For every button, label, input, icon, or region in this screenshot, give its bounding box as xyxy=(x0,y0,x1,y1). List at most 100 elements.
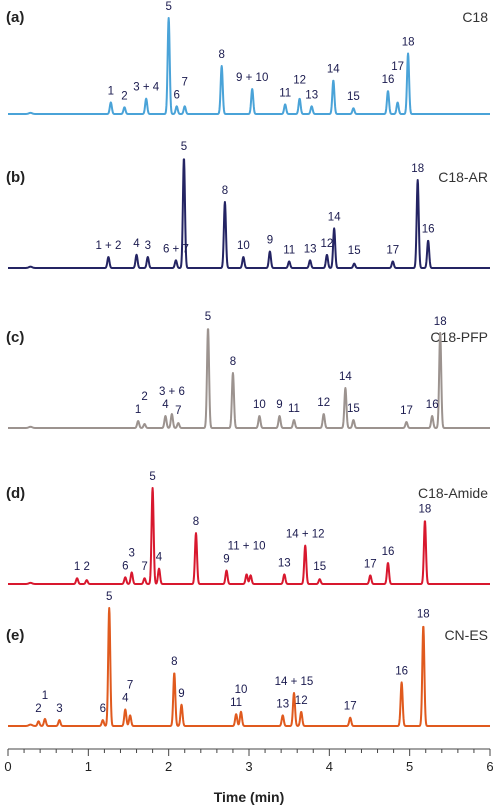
peak-label: 9 xyxy=(276,399,282,411)
peak-label: 3 + 4 xyxy=(133,82,160,94)
peak-label: 1 xyxy=(42,690,48,702)
peak-label: 5 xyxy=(149,471,155,483)
peak-label: 4 xyxy=(122,693,129,705)
peak-label: 10 xyxy=(237,240,250,252)
peak-label: 9 xyxy=(178,688,184,700)
peak-label: 15 xyxy=(313,561,326,573)
peak-label: 6 + 7 xyxy=(163,243,189,255)
peak-label: 17 xyxy=(364,558,377,570)
peak-label: 11 xyxy=(279,87,291,99)
x-axis: 0 1 2 3 4 5 6 Time (min) xyxy=(4,748,494,805)
x-tick-label: 4 xyxy=(326,759,333,774)
peak-label: 5 xyxy=(205,311,211,323)
peak-label: 7 xyxy=(141,561,147,573)
peak-label: 12 xyxy=(293,74,306,86)
panel-column-name: CN-ES xyxy=(444,627,488,643)
peak-label: 18 xyxy=(411,163,424,175)
peak-label: 15 xyxy=(348,245,361,257)
peak-label: 16 xyxy=(382,74,395,86)
peak-label: 13 xyxy=(278,557,291,569)
peak-label: 17 xyxy=(391,61,404,73)
peak-label: 14 + 12 xyxy=(286,529,325,541)
peak-label: 16 xyxy=(422,224,435,236)
peak-label: 8 xyxy=(230,356,236,368)
peak-label: 3 xyxy=(145,240,151,252)
x-tick-label: 1 xyxy=(85,759,92,774)
peak-label: 5 xyxy=(181,141,187,153)
panel-3: (d) C18-Amide 1 2 637 5 4 8 911 + 10 13 14 + 12 15 1… xyxy=(6,471,491,585)
peak-label: 2 xyxy=(83,561,89,573)
peak-label: 15 xyxy=(347,403,360,415)
peak-label: 11 xyxy=(283,244,295,256)
peak-label: 4 xyxy=(162,399,169,411)
peak-label: 8 xyxy=(222,185,228,197)
peak-label: 17 xyxy=(400,405,413,417)
peak-label: 11 xyxy=(230,697,242,709)
peak-label: 2 xyxy=(121,90,127,102)
panel-letter: (d) xyxy=(6,485,25,502)
x-tick-label: 5 xyxy=(406,759,413,774)
peak-label: 6 xyxy=(100,703,106,715)
peak-label: 13 xyxy=(305,89,318,101)
chromatogram-trace xyxy=(7,17,491,115)
peak-label: 8 xyxy=(218,49,224,61)
peak-label: 7 xyxy=(175,405,181,417)
x-tick-label: 2 xyxy=(165,759,172,774)
peak-label: 10 xyxy=(235,684,248,696)
peak-label: 5 xyxy=(106,591,112,603)
peak-label: 13 xyxy=(304,243,317,255)
x-ticks: 0 1 2 3 4 5 6 xyxy=(4,749,494,774)
peak-label: 6 xyxy=(173,89,179,101)
peak-label: 9 xyxy=(267,235,273,247)
peak-label: 14 xyxy=(327,63,340,75)
peak-label: 6 xyxy=(122,560,128,572)
chromatogram-trace xyxy=(7,158,491,269)
peak-label: 13 xyxy=(276,698,289,710)
peak-label: 12 xyxy=(321,238,334,250)
panel-letter: (b) xyxy=(6,169,25,186)
peak-label: 11 + 10 xyxy=(228,541,266,553)
peak-label: 12 xyxy=(317,397,330,409)
x-axis-title: Time (min) xyxy=(214,789,285,805)
peak-label: 8 xyxy=(171,656,177,668)
peak-label: 3 xyxy=(128,547,134,559)
peak-label: 7 xyxy=(181,76,187,88)
peak-label: 10 xyxy=(253,399,266,411)
peak-label: 11 xyxy=(288,403,300,415)
panel-letter: (c) xyxy=(6,329,24,346)
peak-label: 14 xyxy=(328,211,341,223)
peak-label: 1 + 2 xyxy=(95,240,121,252)
peak-label: 16 xyxy=(382,546,395,558)
chromatogram-trace xyxy=(7,328,491,429)
peak-label: 1 xyxy=(135,404,141,416)
peak-label: 9 xyxy=(223,554,229,566)
panel-letter: (a) xyxy=(6,9,24,26)
peak-label: 18 xyxy=(434,316,447,328)
x-tick-label: 6 xyxy=(486,759,493,774)
panel-column-name: C18 xyxy=(462,9,488,25)
peak-label: 18 xyxy=(402,37,415,49)
peak-label: 18 xyxy=(417,609,430,621)
peak-label: 4 xyxy=(133,238,140,250)
peak-label: 9 + 10 xyxy=(236,72,268,84)
peak-label: 17 xyxy=(386,244,399,256)
peak-label: 4 xyxy=(156,552,163,564)
peak-label: 3 xyxy=(56,703,62,715)
peak-label: 8 xyxy=(193,516,199,528)
panel-letter: (e) xyxy=(6,627,24,644)
peak-label: 16 xyxy=(395,665,408,677)
x-tick-label: 0 xyxy=(4,759,11,774)
peak-label: 16 xyxy=(426,399,439,411)
peak-label: 17 xyxy=(344,701,357,713)
peak-label: 14 xyxy=(339,371,352,383)
peak-label: 18 xyxy=(419,504,432,516)
chromatogram-trace xyxy=(7,487,491,585)
peak-label: 15 xyxy=(347,91,360,103)
panel-column-name: C18-PFP xyxy=(430,329,488,345)
x-tick-label: 3 xyxy=(245,759,252,774)
